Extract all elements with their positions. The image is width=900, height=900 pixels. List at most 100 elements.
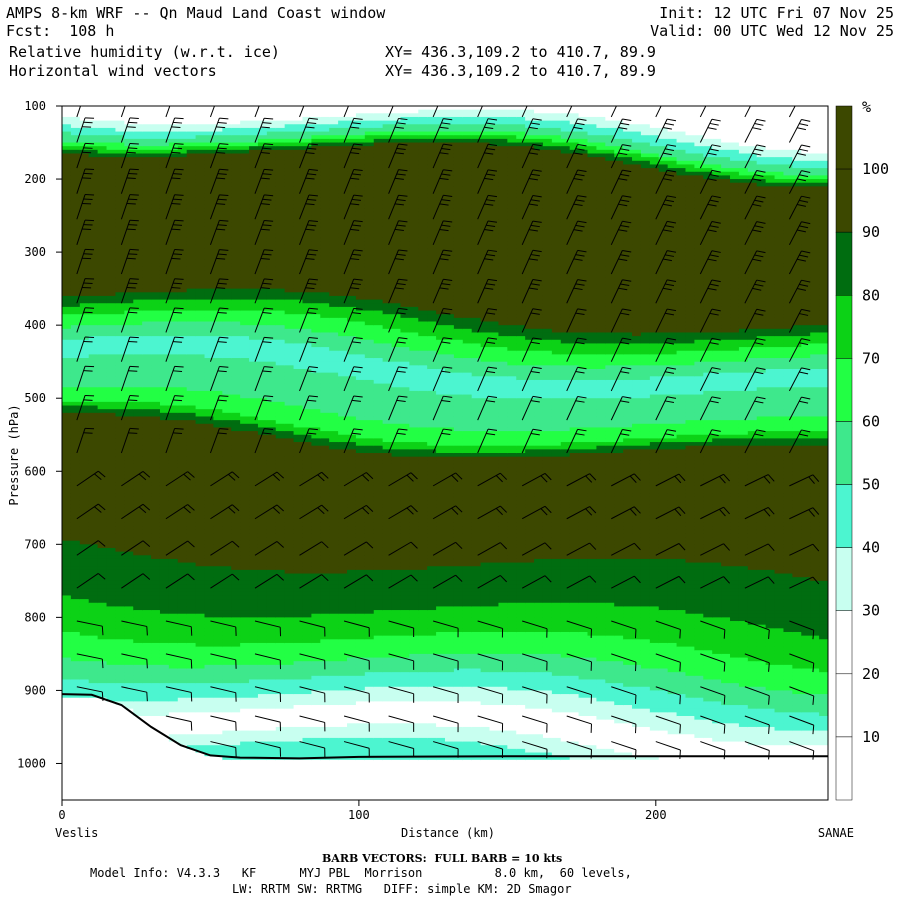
rh-cell [275, 193, 286, 198]
rh-cell [204, 624, 215, 629]
rh-cell [275, 230, 286, 235]
rh-cell [97, 482, 108, 487]
rh-cell [249, 423, 259, 429]
rh-cell [231, 745, 241, 750]
rh-cell [168, 182, 179, 187]
rh-cell [97, 284, 108, 290]
rh-cell [79, 726, 90, 732]
rh-cell [62, 504, 72, 509]
rh-cell [115, 496, 125, 502]
rh-cell [195, 547, 206, 553]
rh-cell [249, 705, 259, 710]
rh-cell [124, 106, 134, 111]
rh-cell [257, 270, 268, 275]
rh-cell [231, 208, 241, 213]
rh-cell [151, 551, 161, 556]
rh-cell [79, 752, 90, 757]
rh-cell [204, 701, 215, 706]
rh-cell [168, 781, 179, 786]
rh-cell [186, 299, 197, 304]
rh-cell [284, 792, 295, 797]
rh-cell [222, 361, 232, 366]
rh-cell [151, 522, 161, 527]
rh-cell [257, 226, 268, 231]
rh-cell [133, 153, 143, 158]
rh-cell [159, 745, 170, 750]
rh-cell [159, 394, 170, 399]
rh-cell [115, 259, 125, 264]
rh-cell [159, 544, 170, 549]
rh-cell [195, 737, 206, 743]
rh-cell [151, 379, 161, 385]
rh-cell [186, 248, 197, 253]
rh-cell [204, 763, 215, 768]
rh-cell [124, 474, 134, 480]
rh-cell [231, 635, 241, 640]
rh-cell [88, 146, 99, 151]
rh-cell [70, 566, 81, 571]
rh-cell [115, 756, 125, 761]
rh-cell [213, 263, 223, 268]
rh-cell [97, 420, 108, 425]
rh-cell [70, 445, 81, 450]
rh-cell [284, 160, 295, 166]
rh-cell [106, 507, 117, 513]
rh-cell [70, 339, 81, 345]
rh-cell [142, 314, 152, 319]
rh-cell [151, 398, 161, 403]
rh-cell [97, 789, 108, 794]
rh-cell [240, 511, 250, 516]
rh-cell [168, 266, 179, 271]
rh-cell [70, 116, 81, 122]
rh-cell [195, 708, 206, 713]
rh-cell [213, 726, 223, 732]
rh-cell [106, 624, 117, 629]
rh-cell [204, 442, 215, 447]
rh-cell [284, 493, 295, 498]
rh-cell [284, 336, 295, 341]
rh-cell [257, 299, 268, 304]
rh-cell [204, 328, 215, 334]
rh-cell [124, 467, 134, 472]
rh-cell [133, 752, 143, 757]
rh-cell [284, 379, 295, 385]
rh-cell [213, 241, 223, 246]
rh-cell [151, 350, 161, 355]
rh-cell [222, 453, 232, 458]
rh-cell [142, 350, 152, 355]
rh-cell [186, 222, 197, 228]
rh-cell [151, 756, 161, 761]
rh-cell [106, 368, 117, 374]
rh-cell [106, 610, 117, 615]
rh-cell [177, 442, 188, 447]
rh-cell [62, 650, 72, 655]
rh-cell [168, 471, 179, 476]
rh-cell [151, 372, 161, 377]
rh-cell [133, 511, 143, 516]
rh-cell [70, 679, 81, 684]
rh-cell [293, 248, 304, 253]
rh-cell [159, 712, 170, 717]
rh-cell [231, 537, 241, 542]
rh-cell [168, 361, 179, 366]
rh-cell [106, 420, 117, 425]
rh-cell [62, 401, 72, 407]
rh-cell [88, 423, 99, 429]
rh-cell [293, 274, 304, 279]
rh-cell [159, 354, 170, 359]
rh-cell [151, 361, 161, 366]
rh-cell [88, 792, 99, 797]
rh-cell [284, 153, 295, 158]
rh-cell [168, 332, 179, 337]
rh-cell [62, 460, 72, 465]
rh-cell [115, 705, 125, 710]
rh-cell [177, 259, 188, 264]
rh-cell [257, 211, 268, 217]
rh-cell [106, 106, 117, 111]
rh-cell [79, 767, 90, 772]
rh-cell [106, 705, 117, 710]
rh-cell [231, 321, 241, 326]
rh-cell [249, 781, 259, 786]
rh-cell [79, 573, 90, 578]
rh-cell [266, 792, 277, 797]
